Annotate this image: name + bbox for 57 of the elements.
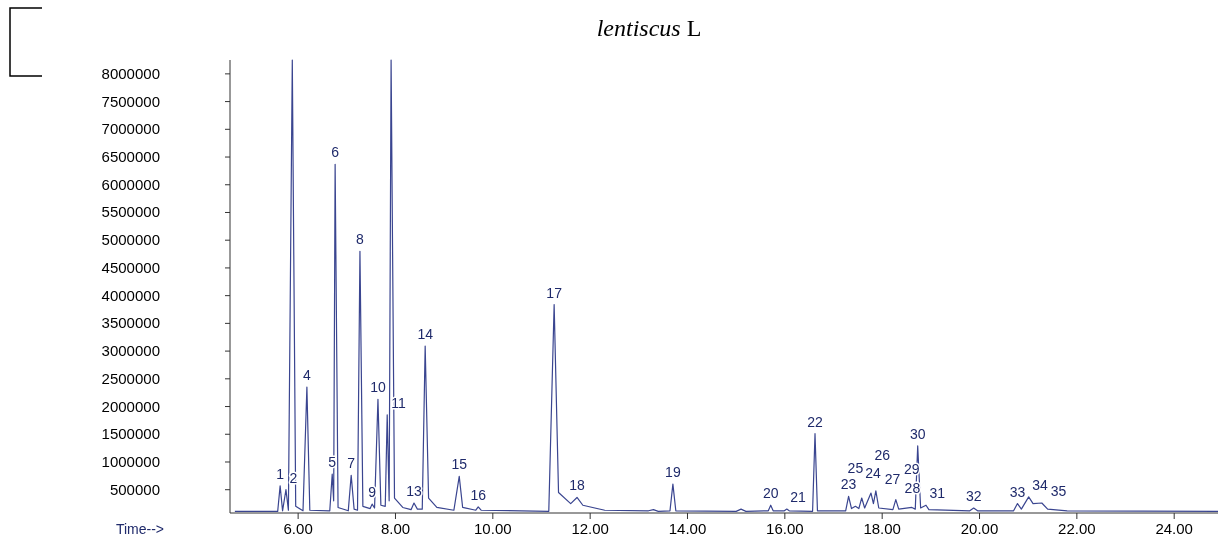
x-tick-label: 18.00: [863, 520, 901, 537]
y-tick-label: 4500000: [101, 258, 160, 276]
annotation: 1: [276, 465, 285, 482]
annotation: 8: [356, 231, 365, 248]
y-tick-label: 2000000: [101, 397, 160, 415]
x-tick-label: 10.00: [474, 520, 512, 537]
annotation: 4: [303, 367, 311, 384]
y-tick-label: 6500000: [101, 148, 160, 166]
annotation: 20: [762, 485, 779, 502]
annotation: 35: [1050, 483, 1067, 500]
y-tick-label: 3000000: [101, 342, 160, 360]
annotation: 16: [470, 486, 487, 503]
chart-title: lentiscus L: [596, 15, 702, 41]
y-tick-label: 4000000: [101, 286, 160, 304]
x-tick-label: 24.00: [1155, 520, 1193, 537]
annotation: 32: [965, 488, 982, 505]
annotation: 24: [865, 465, 882, 482]
annotation: 10: [370, 379, 386, 396]
y-tick-label: 1500000: [101, 425, 160, 443]
annotation: 27: [884, 470, 901, 487]
x-tick-label: 16.00: [766, 520, 804, 537]
annotation: 31: [929, 485, 946, 502]
line-series: [234, 59, 1218, 512]
x-tick-label: 6.00: [283, 520, 313, 537]
annotation: 18: [569, 477, 586, 494]
y-tick-label: 8000000: [101, 64, 160, 82]
y-tick-label: 2500000: [101, 369, 160, 387]
annotation: 30: [909, 425, 926, 442]
x-axis-title: Time-->: [115, 521, 165, 537]
annotation: 15: [451, 456, 468, 473]
annotation: 14: [417, 326, 434, 343]
x-tick-label: 20.00: [960, 520, 999, 537]
annotation: 33: [1009, 483, 1026, 500]
y-tick-label: 5000000: [101, 231, 160, 249]
annotation: 34: [1032, 476, 1048, 493]
y-tick-label: 500000: [109, 480, 160, 498]
y-tick-label: 7000000: [101, 120, 160, 138]
annotation: 17: [546, 284, 563, 301]
annotation: 19: [665, 464, 681, 481]
y-tick-label: 6000000: [101, 175, 160, 193]
annotation: 21: [790, 489, 807, 506]
annotation: 7: [347, 455, 356, 472]
x-tick-label: 14.00: [668, 520, 707, 537]
annotation: 25: [847, 460, 864, 477]
y-tick-label: 1000000: [101, 452, 160, 470]
annotation: 13: [406, 483, 422, 500]
y-tick-label: 7500000: [101, 92, 160, 110]
annotation: 6: [331, 144, 340, 161]
x-tick-label: 12.00: [571, 520, 609, 537]
y-tick-label: 5500000: [101, 203, 160, 221]
y-tick-label: 3500000: [101, 314, 160, 332]
x-tick-label: 8.00: [380, 520, 411, 537]
annotation: 23: [840, 476, 857, 493]
annotation: 22: [807, 413, 824, 430]
x-tick-label: 22.00: [1058, 520, 1096, 537]
annotation: 9: [368, 484, 377, 501]
annotation: 26: [874, 447, 891, 464]
